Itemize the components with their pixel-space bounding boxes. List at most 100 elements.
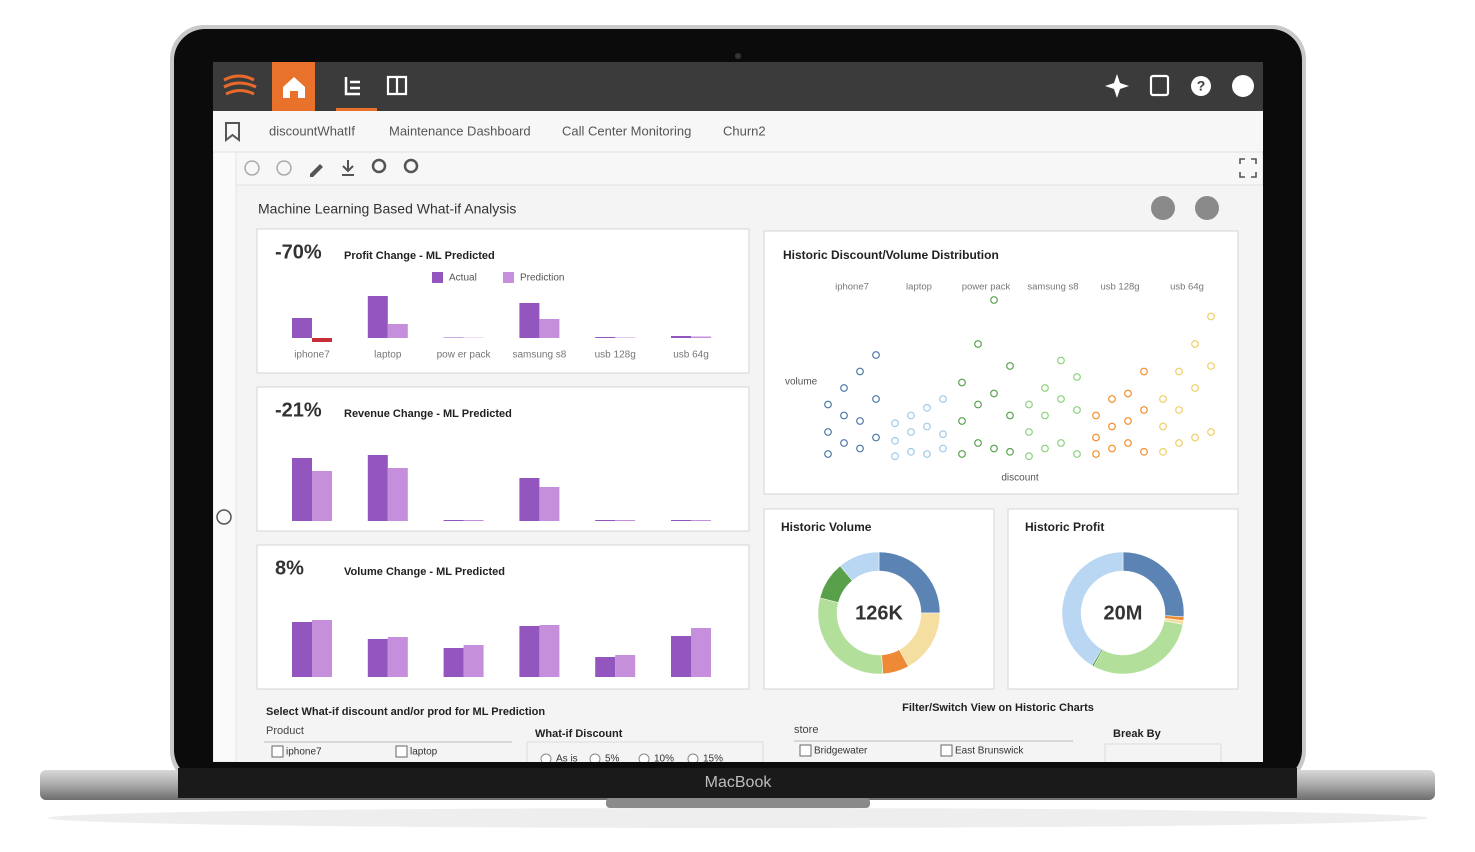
chart-title: Revenue Change - ML Predicted [344, 408, 512, 420]
bar [595, 657, 615, 677]
tabs: discountWhatIf Maintenance Dashboard Call … [269, 123, 766, 138]
bar [671, 336, 691, 338]
bar [368, 455, 388, 521]
shadow [48, 808, 1428, 828]
chart-title: Historic Profit [1025, 520, 1104, 534]
legend-swatch [432, 272, 443, 283]
x-axis-label: discount [1001, 473, 1038, 484]
bar [388, 324, 408, 338]
ml-icon[interactable] [1195, 196, 1219, 220]
bar [388, 468, 408, 521]
bar [444, 648, 464, 677]
chart-title: Historic Volume [781, 520, 872, 534]
chart-title: Volume Change - ML Predicted [344, 566, 505, 578]
checkbox[interactable] [396, 746, 407, 757]
bar [539, 625, 559, 677]
x-tick-label: pow er pack [437, 350, 492, 361]
charts: -70% Profit Change - ML Predicted Actual Pr… [257, 229, 1238, 689]
facet-label: power pack [962, 282, 1011, 293]
bar [615, 655, 635, 677]
chart-title: Historic Discount/Volume Distribution [783, 248, 999, 262]
bar [312, 338, 332, 342]
bar [368, 639, 388, 677]
checkbox[interactable] [941, 745, 952, 756]
legend-swatch [503, 272, 514, 283]
bar [539, 319, 559, 338]
tab[interactable]: Call Center Monitoring [562, 123, 691, 138]
checkbox-label: Bridgewater [814, 746, 868, 757]
form-title: Select What-if discount and/or prod for … [266, 706, 545, 718]
field-label: What-if Discount [535, 728, 623, 740]
checkbox-label: East Brunswick [955, 746, 1024, 757]
device-label: MacBook [705, 774, 773, 791]
tab-indicator [336, 108, 377, 111]
field-label: store [794, 724, 818, 736]
user-icon[interactable] [1232, 75, 1254, 97]
camera [735, 53, 741, 59]
side-strip [213, 152, 236, 762]
bar [292, 458, 312, 521]
dashboard-title: Machine Learning Based What-if Analysis [258, 201, 516, 217]
chart-title: Profit Change - ML Predicted [344, 250, 495, 262]
bar [691, 628, 711, 677]
bar [292, 318, 312, 338]
bar [292, 622, 312, 677]
x-tick-label: iphone7 [294, 350, 330, 361]
checkbox-label: laptop [410, 747, 438, 758]
bar [691, 520, 711, 521]
bar [671, 520, 691, 521]
x-tick-label: usb 128g [595, 350, 636, 361]
bar [519, 303, 539, 338]
facet-label: samsung s8 [1027, 282, 1078, 293]
screen: ? discountWhatIf Maintenance Dashboard Cal… [213, 62, 1263, 774]
facet-label: iphone7 [835, 282, 869, 293]
bar [615, 338, 635, 339]
facet-label: laptop [906, 282, 932, 293]
bar [312, 620, 332, 677]
bar [312, 471, 332, 521]
ml-icon[interactable] [1151, 196, 1175, 220]
bar [464, 520, 484, 521]
toolbar [236, 152, 1263, 185]
center-label: 20M [1104, 602, 1143, 624]
checkbox-label: iphone7 [286, 747, 322, 758]
tab[interactable]: discountWhatIf [269, 123, 355, 138]
bar [595, 520, 615, 521]
field-label: Product [266, 725, 304, 737]
help-glyph: ? [1197, 78, 1206, 94]
bar [595, 337, 615, 338]
kpi: 8% [275, 557, 304, 579]
bar [519, 626, 539, 677]
legend-label: Actual [449, 273, 477, 284]
bar [671, 636, 691, 677]
bar [368, 296, 388, 338]
form-title: Filter/Switch View on Historic Charts [902, 702, 1094, 714]
top-bar [213, 62, 1263, 111]
bar [444, 520, 464, 521]
kpi: -21% [275, 399, 322, 421]
x-tick-label: samsung s8 [512, 350, 566, 361]
field-label: Break By [1113, 728, 1162, 740]
kpi: -70% [275, 241, 322, 263]
bar [464, 645, 484, 677]
checkbox[interactable] [800, 745, 811, 756]
x-tick-label: usb 64g [673, 350, 709, 361]
bar [539, 487, 559, 521]
tab[interactable]: Churn2 [723, 123, 766, 138]
tab[interactable]: Maintenance Dashboard [389, 123, 531, 138]
notch [606, 798, 870, 808]
facet-label: usb 64g [1170, 282, 1204, 293]
center-label: 126K [855, 602, 903, 624]
checkbox[interactable] [272, 746, 283, 757]
facet-label: usb 128g [1100, 282, 1139, 293]
bar [444, 338, 464, 339]
bar [615, 520, 635, 521]
x-tick-label: laptop [374, 350, 402, 361]
legend-label: Prediction [520, 273, 564, 284]
bar [388, 637, 408, 677]
bar [519, 478, 539, 521]
y-axis-label: volume [785, 377, 818, 388]
bar [691, 337, 711, 339]
panel [764, 231, 1238, 494]
